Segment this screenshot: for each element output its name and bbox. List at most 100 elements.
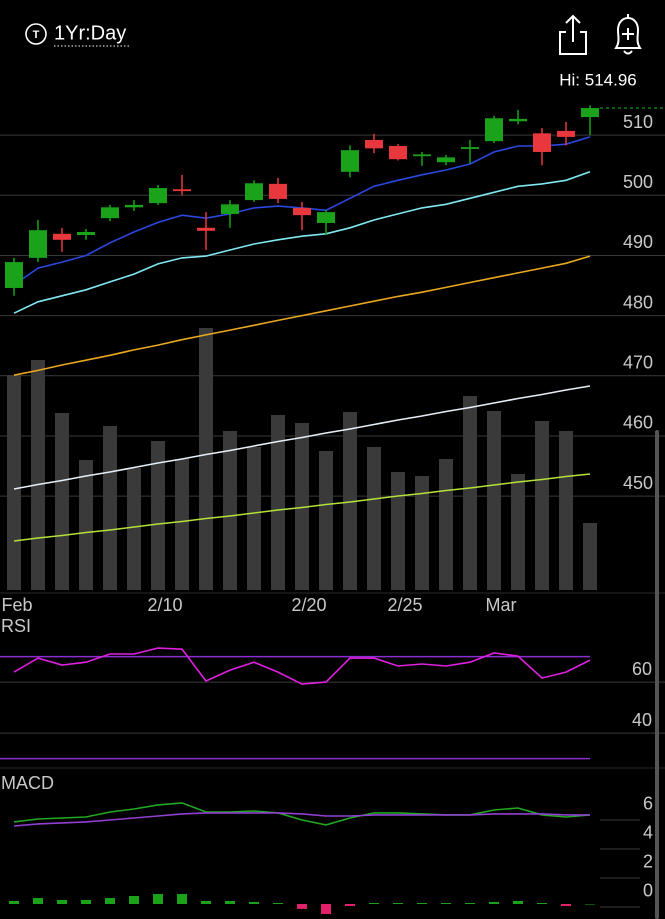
line bbox=[13, 802, 591, 826]
candle-body bbox=[581, 108, 599, 118]
x-tick-label: 2/20 bbox=[291, 595, 326, 615]
line bbox=[13, 385, 591, 490]
bar bbox=[441, 902, 451, 904]
candle-body bbox=[221, 204, 239, 214]
y-tick-label: 480 bbox=[623, 292, 653, 312]
bar bbox=[249, 901, 259, 904]
bar bbox=[33, 898, 43, 904]
candle-body bbox=[5, 262, 23, 288]
bar bbox=[129, 896, 139, 904]
y-tick-label: 2 bbox=[643, 852, 653, 872]
high-label: Hi: 514.96 bbox=[559, 70, 637, 89]
period-icon bbox=[25, 23, 47, 45]
candle-body bbox=[365, 139, 383, 149]
bar bbox=[537, 902, 547, 904]
bar bbox=[225, 900, 235, 904]
scrollbar[interactable] bbox=[655, 430, 659, 919]
y-tick-label: 6 bbox=[643, 794, 653, 814]
share-arrow bbox=[565, 14, 581, 42]
candle-body bbox=[77, 231, 95, 236]
panel-title: RSI bbox=[1, 616, 31, 636]
candle-body bbox=[173, 189, 191, 192]
bar bbox=[319, 451, 333, 590]
bar bbox=[295, 423, 309, 590]
candle-body bbox=[245, 183, 263, 201]
bar bbox=[463, 396, 477, 590]
candle-body bbox=[197, 227, 215, 231]
candle-body bbox=[557, 130, 575, 137]
y-tick-label: 460 bbox=[623, 413, 653, 433]
bar bbox=[9, 900, 19, 904]
bar bbox=[57, 899, 67, 904]
share-button[interactable] bbox=[559, 14, 587, 55]
y-tick-label: 500 bbox=[623, 172, 653, 192]
bar bbox=[439, 459, 453, 590]
bar bbox=[273, 902, 283, 904]
candle-body bbox=[509, 118, 527, 122]
bar bbox=[321, 903, 331, 915]
bar bbox=[127, 468, 141, 590]
period-selector[interactable]: T 1Yr:Day bbox=[25, 22, 129, 47]
x-tick-label: 2/25 bbox=[387, 595, 422, 615]
share-box bbox=[559, 31, 587, 55]
bar bbox=[489, 901, 499, 904]
bar bbox=[223, 431, 237, 590]
bar bbox=[415, 476, 429, 590]
line bbox=[13, 255, 591, 376]
bar bbox=[559, 431, 573, 590]
candle-body bbox=[437, 157, 455, 163]
bar bbox=[367, 447, 381, 590]
candle-body bbox=[413, 154, 431, 157]
bar bbox=[31, 360, 45, 590]
candle-body bbox=[149, 188, 167, 204]
candle-body bbox=[317, 212, 335, 223]
bar bbox=[487, 411, 501, 590]
bar bbox=[345, 903, 355, 907]
candle-body bbox=[293, 207, 311, 216]
bar bbox=[153, 893, 163, 904]
y-tick-label: 450 bbox=[623, 473, 653, 493]
bar bbox=[103, 426, 117, 590]
bar bbox=[513, 900, 523, 904]
y-tick-label: 4 bbox=[643, 823, 653, 843]
candle-body bbox=[269, 183, 287, 199]
bar bbox=[343, 412, 357, 590]
line bbox=[13, 473, 591, 542]
bar bbox=[369, 902, 379, 904]
candle-body bbox=[461, 147, 479, 149]
bar bbox=[151, 441, 165, 590]
bar bbox=[7, 375, 21, 590]
y-tick-label: 0 bbox=[643, 881, 653, 901]
bar bbox=[511, 474, 525, 590]
bar bbox=[81, 899, 91, 904]
bar bbox=[55, 413, 69, 590]
x-tick-label: Mar bbox=[486, 595, 517, 615]
candle-body bbox=[101, 207, 119, 219]
period-icon-letter: T bbox=[33, 29, 40, 41]
bar bbox=[79, 460, 93, 590]
candle-body bbox=[53, 233, 71, 240]
y-tick-label: 510 bbox=[623, 112, 653, 132]
line bbox=[13, 812, 590, 827]
candle-body bbox=[29, 230, 47, 258]
period-label[interactable]: 1Yr:Day bbox=[54, 22, 126, 44]
bar bbox=[297, 903, 307, 909]
bar bbox=[199, 328, 213, 590]
bar bbox=[271, 415, 285, 590]
candle-body bbox=[125, 204, 143, 208]
bar bbox=[391, 472, 405, 590]
bar bbox=[585, 903, 595, 905]
bell-body bbox=[614, 16, 642, 49]
y-tick-label: 60 bbox=[632, 659, 652, 679]
y-tick-label: 490 bbox=[623, 232, 653, 252]
bell-details bbox=[622, 14, 634, 55]
y-tick-label: 470 bbox=[623, 353, 653, 373]
alert-button[interactable] bbox=[614, 14, 642, 55]
candle-body bbox=[389, 145, 407, 160]
bar bbox=[465, 902, 475, 904]
x-tick-label: 2/10 bbox=[147, 595, 182, 615]
line bbox=[13, 647, 591, 685]
panel-title: MACD bbox=[1, 773, 54, 793]
